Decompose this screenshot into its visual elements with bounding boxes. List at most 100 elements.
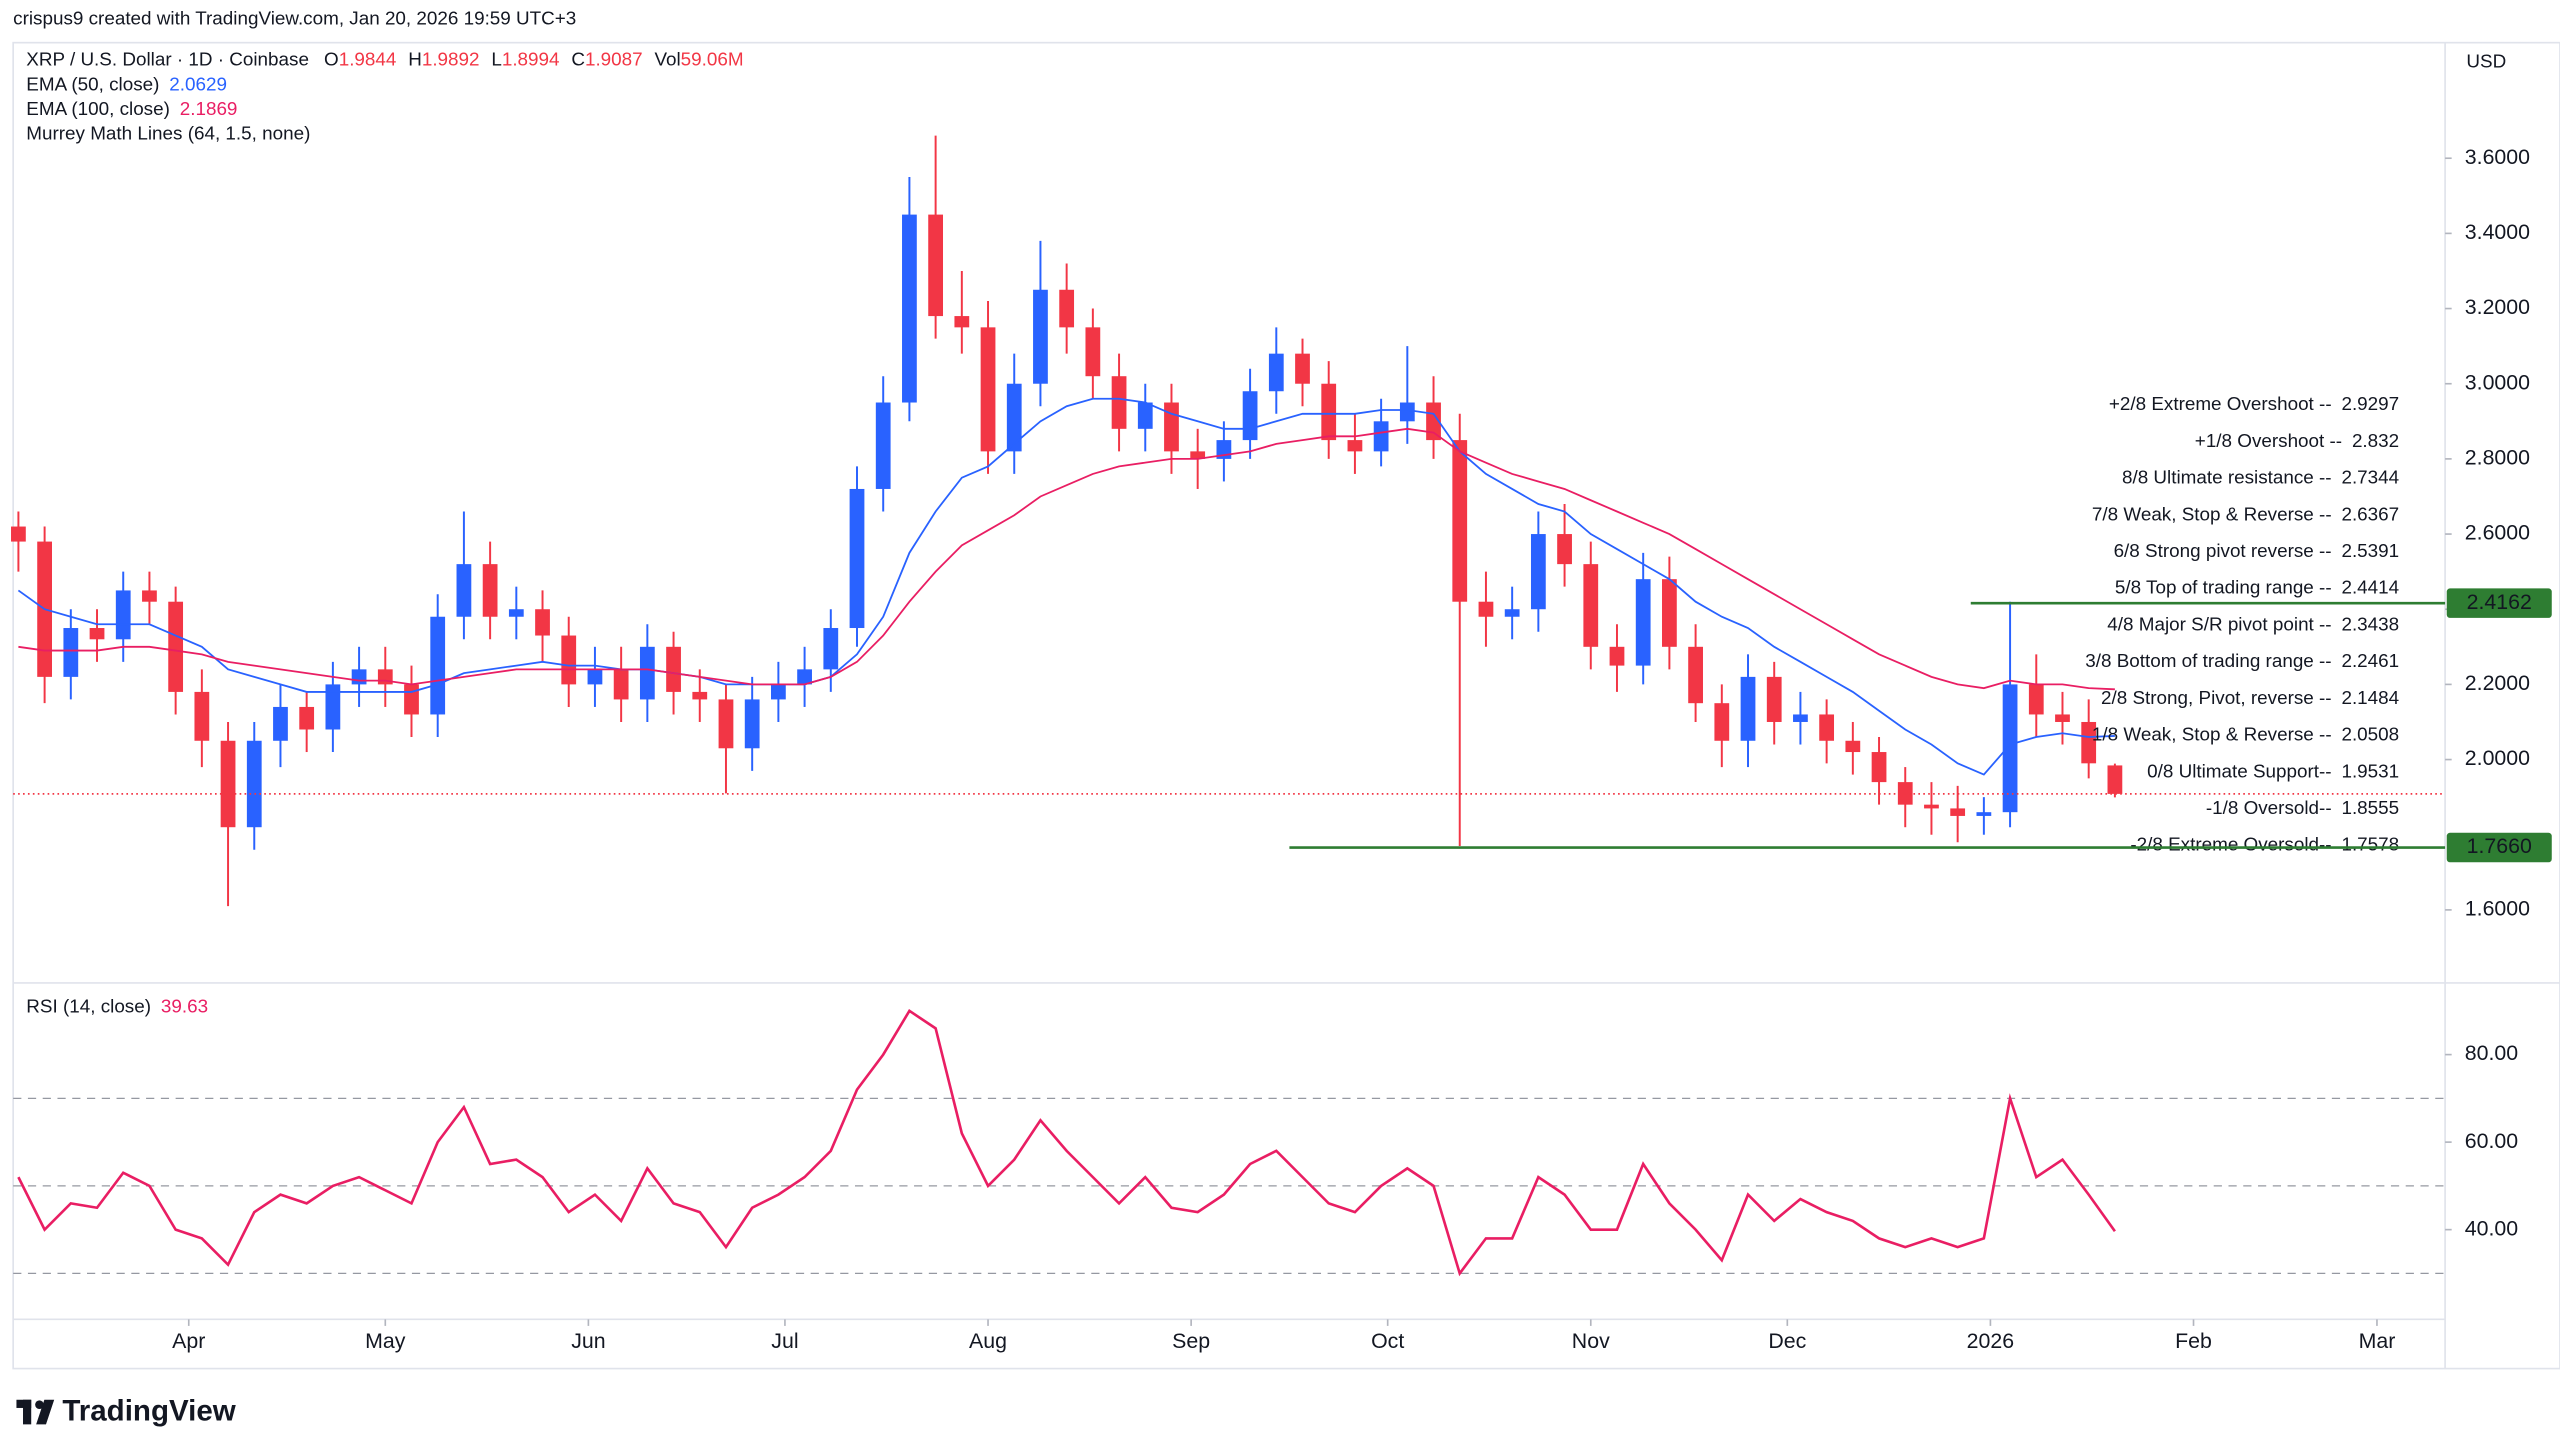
murrey-label: 7/8 Weak, Stop & Reverse -- 2.6367 <box>2092 503 2399 524</box>
y-tick-label: 2.0000 <box>2465 746 2530 770</box>
ohlc-label: Vol <box>654 49 680 70</box>
candle-body <box>456 564 472 617</box>
candle-body <box>299 706 315 730</box>
candle-body <box>273 706 288 741</box>
candle-body <box>928 214 944 317</box>
x-tick-label: Aug <box>969 1329 1007 1353</box>
candle-body <box>849 488 865 629</box>
candle-body <box>1766 676 1782 722</box>
candle-body <box>1478 601 1494 617</box>
candle-body <box>220 740 236 828</box>
symbol-legend: XRP / U.S. Dollar · 1D · Coinbase O1.984… <box>26 49 743 70</box>
candle-body <box>902 214 917 403</box>
murrey-name: +2/8 Extreme Overshoot -- <box>2109 393 2332 414</box>
murrey-value: 2.5391 <box>2341 540 2399 561</box>
ema50-legend: EMA (50, close) 2.0629 <box>26 73 227 94</box>
level-label: 2.4162 <box>2467 590 2532 614</box>
candle-body <box>535 609 550 636</box>
candle-body <box>1635 579 1651 666</box>
level-tag <box>2446 832 2552 863</box>
legend-name: RSI (14, close) <box>26 996 151 1017</box>
y-tick-label: 80.00 <box>2465 1041 2519 1065</box>
murrey-label: +2/8 Extreme Overshoot -- 2.9297 <box>2109 393 2399 414</box>
candle-body <box>1085 327 1101 377</box>
candle-body <box>168 601 184 692</box>
candle-body <box>2107 765 2123 794</box>
candle-body <box>1399 402 1415 422</box>
volume-value: 59.06M <box>681 49 744 70</box>
candle-body <box>1268 353 1284 392</box>
y-tick-label: 2.6000 <box>2465 521 2530 545</box>
currency: USD <box>2466 50 2506 71</box>
murrey-label: +1/8 Overshoot -- 2.832 <box>2195 430 2399 451</box>
murrey-label: 0/8 Ultimate Support-- 1.9531 <box>2147 760 2399 781</box>
y-tick-label: 3.4000 <box>2465 220 2530 244</box>
candle-body <box>11 526 26 542</box>
candle-body <box>1137 402 1153 429</box>
level-label: 1.7660 <box>2467 834 2532 858</box>
murrey-name: 1/8 Weak, Stop & Reverse -- <box>2092 724 2332 745</box>
candle-body <box>770 684 786 700</box>
logo-mark <box>23 1399 32 1425</box>
series-line <box>17 397 2115 776</box>
murrey-value: 2.4414 <box>2341 577 2399 598</box>
candle-body <box>692 691 708 700</box>
murrey-name: +1/8 Overshoot -- <box>2195 430 2342 451</box>
candle-body <box>1976 812 1992 816</box>
logo <box>16 1399 55 1425</box>
legend-value: 2.0629 <box>169 73 227 94</box>
candle-body <box>482 564 498 617</box>
candle-body <box>1609 646 1625 666</box>
murrey-name: -2/8 Extreme Oversold-- <box>2130 834 2331 855</box>
candle-body <box>1740 676 1756 741</box>
murrey-name: 3/8 Bottom of trading range -- <box>2085 650 2331 671</box>
symbol: XRP / U.S. Dollar · 1D · Coinbase <box>26 49 309 70</box>
ohlc-label: O <box>324 49 339 70</box>
murrey-value: 2.832 <box>2352 430 2399 451</box>
x-tick-label: 2026 <box>1967 1329 2014 1353</box>
candle-body <box>1924 804 1939 809</box>
high-value: 1.9892 <box>422 49 480 70</box>
candle-body <box>1714 703 1730 741</box>
murrey-label: 2/8 Strong, Pivot, reverse -- 2.1484 <box>2101 687 2399 708</box>
murrey-label: 1/8 Weak, Stop & Reverse -- 2.0508 <box>2092 724 2399 745</box>
ema100-legend: EMA (100, close) 2.1869 <box>26 98 237 119</box>
murrey-name: 4/8 Major S/R pivot point -- <box>2107 613 2331 634</box>
candle-body <box>404 684 419 715</box>
candle-body <box>666 646 681 692</box>
murrey-value: 2.0508 <box>2341 724 2399 745</box>
candle-body <box>797 669 812 685</box>
murrey-label: -2/8 Extreme Oversold-- 1.7578 <box>2130 834 2399 855</box>
murrey-name: 5/8 Top of trading range -- <box>2115 577 2332 598</box>
murrey-name: 6/8 Strong pivot reverse -- <box>2114 540 2332 561</box>
candle-body <box>980 327 996 452</box>
level-tag <box>2446 588 2552 618</box>
series-line <box>17 1008 2116 1277</box>
y-tick-label: 3.2000 <box>2465 295 2530 319</box>
candle-body <box>587 669 603 685</box>
candle-body <box>1006 383 1022 452</box>
candle-body <box>1897 782 1913 805</box>
candle-body <box>1871 752 1887 783</box>
murrey-label: 3/8 Bottom of trading range -- 2.2461 <box>2085 650 2399 671</box>
rsi-legend: RSI (14, close) 39.63 <box>26 996 208 1017</box>
candle-body <box>2028 684 2044 715</box>
x-tick-label: Oct <box>1371 1329 1404 1353</box>
open-value: 1.9844 <box>339 49 397 70</box>
candle-body <box>954 316 970 328</box>
candle-body <box>142 590 157 602</box>
close-value: 1.9087 <box>585 49 643 70</box>
murrey-name: 2/8 Strong, Pivot, reverse -- <box>2101 687 2332 708</box>
murrey-label: 8/8 Ultimate resistance -- 2.7344 <box>2122 467 2399 488</box>
candle-body <box>115 590 131 640</box>
x-tick-label: May <box>365 1329 406 1353</box>
candle-body <box>2002 684 2018 813</box>
x-tick-label: Sep <box>1172 1329 1210 1353</box>
x-tick-label: Jul <box>771 1329 798 1353</box>
legend-value: 2.1869 <box>180 98 238 119</box>
candle-body <box>1688 646 1703 704</box>
candle-body <box>1426 402 1441 441</box>
low-value: 1.8994 <box>502 49 560 70</box>
candle-body <box>718 699 734 749</box>
murrey-name: 7/8 Weak, Stop & Reverse -- <box>2092 503 2332 524</box>
